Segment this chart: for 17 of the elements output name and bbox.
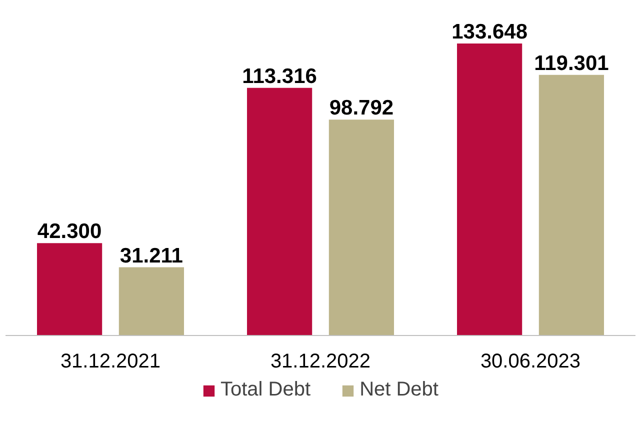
bar (118, 267, 184, 336)
x-tick-label: 30.06.2023 (480, 350, 581, 372)
data-label: 119.301 (534, 52, 610, 75)
data-label: 42.300 (37, 220, 102, 244)
bar (247, 88, 312, 336)
legend-label: Net Debt (360, 378, 438, 402)
data-label: 113.316 (242, 64, 317, 88)
bar (37, 243, 102, 336)
x-tick-label: 31.12.2022 (270, 350, 371, 372)
data-label: 98.792 (329, 96, 394, 120)
bar (457, 43, 522, 336)
data-label: 133.648 (452, 20, 528, 44)
bar (538, 74, 604, 336)
legend-label: Total Debt (220, 378, 311, 402)
x-tick-label: 31.12.2021 (60, 350, 161, 372)
data-label: 31.211 (120, 244, 184, 268)
bar (328, 120, 394, 336)
